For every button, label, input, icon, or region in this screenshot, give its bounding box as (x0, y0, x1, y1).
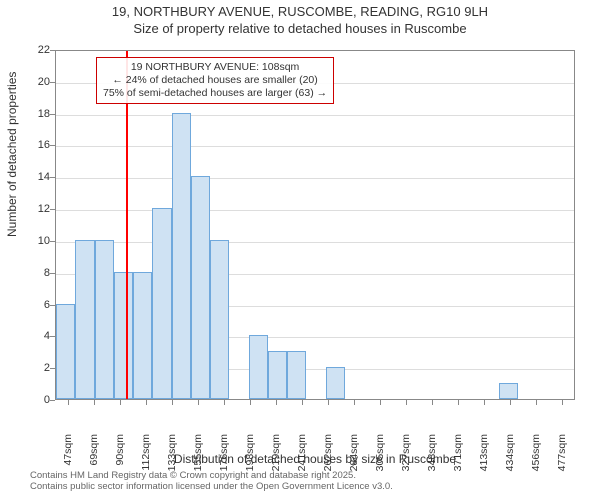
gridline (56, 242, 574, 243)
x-tick (406, 400, 407, 405)
y-tick (50, 368, 55, 369)
y-tick (50, 209, 55, 210)
title-line-1: 19, NORTHBURY AVENUE, RUSCOMBE, READING,… (0, 4, 600, 21)
x-tick (276, 400, 277, 405)
y-tick-label: 14 (20, 171, 50, 183)
x-tick (510, 400, 511, 405)
x-tick (536, 400, 537, 405)
histogram-bar (191, 176, 210, 399)
y-tick-label: 4 (20, 330, 50, 342)
x-tick-label: 198sqm (244, 434, 256, 474)
x-tick-label: 456sqm (530, 434, 542, 474)
x-tick-label: 262sqm (322, 434, 334, 474)
y-tick (50, 400, 55, 401)
y-tick (50, 114, 55, 115)
x-tick-label: 133sqm (166, 434, 178, 474)
y-tick-label: 8 (20, 267, 50, 279)
histogram-bar (152, 208, 171, 399)
x-tick-label: 69sqm (88, 434, 100, 474)
histogram-bar (75, 240, 94, 399)
footer-attribution: Contains HM Land Registry data © Crown c… (30, 470, 393, 493)
x-tick (328, 400, 329, 405)
y-tick-label: 16 (20, 139, 50, 151)
y-tick (50, 177, 55, 178)
x-tick (198, 400, 199, 405)
x-tick (562, 400, 563, 405)
x-axis-title: Distribution of detached houses by size … (55, 452, 575, 466)
x-tick-label: 371sqm (452, 434, 464, 474)
x-tick-label: 284sqm (348, 434, 360, 474)
histogram-bar (499, 383, 518, 399)
y-tick-label: 0 (20, 394, 50, 406)
y-tick-label: 12 (20, 203, 50, 215)
annotation-line: 19 NORTHBURY AVENUE: 108sqm (103, 61, 327, 74)
annotation-line: ← 24% of detached houses are smaller (20… (103, 74, 327, 87)
x-tick (432, 400, 433, 405)
x-tick (68, 400, 69, 405)
footer-line-2: Contains public sector information licen… (30, 481, 393, 492)
x-tick (302, 400, 303, 405)
x-tick-label: 305sqm (374, 434, 386, 474)
x-tick-label: 413sqm (478, 434, 490, 474)
x-tick-label: 155sqm (192, 434, 204, 474)
x-tick-label: 434sqm (504, 434, 516, 474)
x-tick (484, 400, 485, 405)
x-tick-label: 241sqm (296, 434, 308, 474)
x-tick (250, 400, 251, 405)
x-tick (120, 400, 121, 405)
x-tick-label: 90sqm (114, 434, 126, 474)
chart-titles: 19, NORTHBURY AVENUE, RUSCOMBE, READING,… (0, 0, 600, 38)
histogram-bar (95, 240, 114, 399)
histogram-bar (249, 335, 268, 399)
histogram-bar (210, 240, 229, 399)
annotation-line: 75% of semi-detached houses are larger (… (103, 87, 327, 100)
x-tick-label: 348sqm (426, 434, 438, 474)
histogram-bar (268, 351, 287, 399)
y-tick-label: 18 (20, 108, 50, 120)
gridline (56, 115, 574, 116)
y-axis-title: Number of detached properties (5, 72, 19, 237)
y-tick (50, 336, 55, 337)
footer-line-1: Contains HM Land Registry data © Crown c… (30, 470, 393, 481)
gridline (56, 178, 574, 179)
histogram-bar (56, 304, 75, 399)
y-tick (50, 50, 55, 51)
y-tick-label: 22 (20, 44, 50, 56)
title-line-2: Size of property relative to detached ho… (0, 21, 600, 38)
x-tick (380, 400, 381, 405)
x-tick-label: 477sqm (556, 434, 568, 474)
gridline (56, 210, 574, 211)
y-tick (50, 145, 55, 146)
gridline (56, 146, 574, 147)
y-tick (50, 241, 55, 242)
y-tick-label: 10 (20, 235, 50, 247)
y-tick-label: 6 (20, 299, 50, 311)
histogram-bar (326, 367, 345, 399)
x-tick (146, 400, 147, 405)
y-tick-label: 20 (20, 76, 50, 88)
y-tick (50, 82, 55, 83)
plot-area: 19 NORTHBURY AVENUE: 108sqm← 24% of deta… (55, 50, 575, 400)
y-tick-label: 2 (20, 362, 50, 374)
y-tick (50, 273, 55, 274)
x-tick-label: 47sqm (62, 434, 74, 474)
x-tick (458, 400, 459, 405)
histogram-bar (133, 272, 152, 399)
x-tick (172, 400, 173, 405)
x-tick (224, 400, 225, 405)
x-tick (354, 400, 355, 405)
chart-container: 19, NORTHBURY AVENUE, RUSCOMBE, READING,… (0, 0, 600, 500)
x-tick-label: 176sqm (218, 434, 230, 474)
annotation-box: 19 NORTHBURY AVENUE: 108sqm← 24% of deta… (96, 57, 334, 104)
histogram-bar (114, 272, 133, 399)
y-tick (50, 305, 55, 306)
x-tick-label: 219sqm (270, 434, 282, 474)
histogram-bar (287, 351, 306, 399)
x-tick-label: 112sqm (140, 434, 152, 474)
x-tick (94, 400, 95, 405)
x-tick-label: 327sqm (400, 434, 412, 474)
histogram-bar (172, 113, 191, 399)
